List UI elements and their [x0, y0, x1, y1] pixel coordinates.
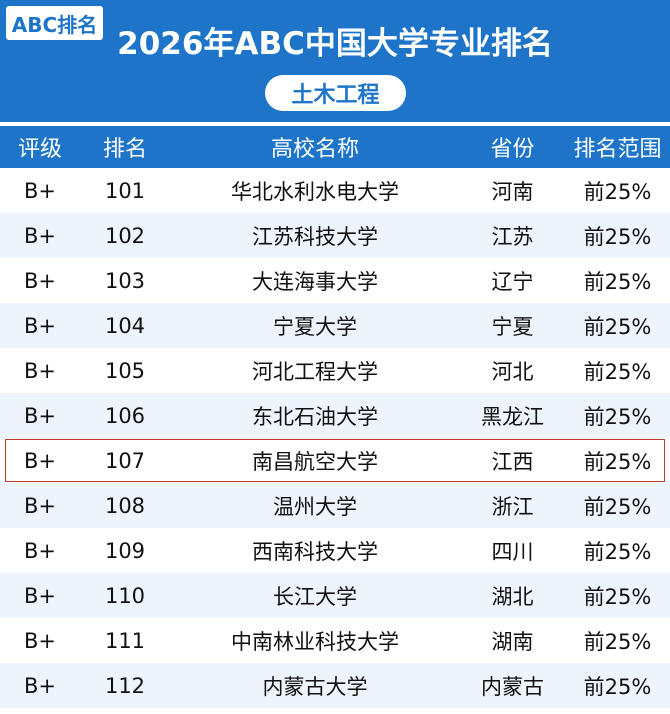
cell-school-name: 江苏科技大学 — [252, 224, 378, 249]
cell-range: 前25% — [583, 359, 652, 384]
cell-province: 辽宁 — [491, 269, 534, 294]
cell-range: 前25% — [583, 494, 652, 519]
cell-province: 河北 — [491, 359, 534, 384]
table-row: B+ 112 内蒙古大学 内蒙古 前25% — [0, 663, 670, 708]
cell-province: 黑龙江 — [481, 404, 544, 429]
column-header-rank: 排名 — [102, 137, 147, 162]
table-row: B+ 103 大连海事大学 辽宁 前25% — [0, 258, 670, 303]
cell-rank: 107 — [104, 448, 146, 473]
column-header-school: 高校名称 — [270, 137, 359, 162]
page-header: ABC排名 2026年ABC中国大学专业排名 土木工程 — [0, 0, 670, 122]
cell-rank: 102 — [104, 223, 146, 248]
cell-rank: 111 — [104, 628, 146, 653]
cell-range: 前25% — [583, 404, 652, 429]
cell-range: 前25% — [583, 224, 652, 249]
table-row: B+ 101 华北水利水电大学 河南 前25% — [0, 168, 670, 213]
cell-grade: B+ — [23, 358, 56, 383]
cell-province: 宁夏 — [491, 314, 534, 339]
cell-school-name: 华北水利水电大学 — [231, 179, 399, 204]
cell-rank: 101 — [104, 178, 146, 203]
cell-province: 四川 — [491, 539, 534, 564]
cell-range: 前25% — [583, 674, 652, 699]
cell-province: 湖南 — [491, 629, 534, 654]
cell-school-name: 温州大学 — [273, 494, 357, 519]
cell-school-name: 中南林业科技大学 — [231, 629, 399, 654]
table-header: 评级 排名 高校名称 省份 排名范围 — [0, 126, 670, 168]
cell-province: 河南 — [491, 179, 534, 204]
table-row: B+ 105 河北工程大学 河北 前25% — [0, 348, 670, 393]
cell-grade: B+ — [23, 673, 56, 698]
cell-school-name: 西南科技大学 — [252, 539, 378, 564]
table-row: B+ 108 温州大学 浙江 前25% — [0, 483, 670, 528]
cell-rank: 104 — [104, 313, 146, 338]
cell-grade: B+ — [23, 313, 56, 338]
subject-pill: 土木工程 — [265, 75, 406, 111]
cell-school-name: 大连海事大学 — [252, 269, 378, 294]
cell-range: 前25% — [583, 584, 652, 609]
cell-grade: B+ — [23, 538, 56, 563]
cell-province: 内蒙古 — [481, 674, 544, 699]
table-row: B+ 110 长江大学 湖北 前25% — [0, 573, 670, 618]
cell-province: 湖北 — [491, 584, 534, 609]
cell-school-name: 河北工程大学 — [252, 359, 378, 384]
cell-school-name: 内蒙古大学 — [262, 674, 368, 699]
cell-rank: 112 — [104, 673, 146, 698]
page-title: 2026年ABC中国大学专业排名 — [117, 26, 553, 62]
cell-range: 前25% — [583, 539, 652, 564]
column-header-province: 省份 — [490, 137, 535, 162]
cell-range: 前25% — [583, 629, 652, 654]
table-row: B+ 106 东北石油大学 黑龙江 前25% — [0, 393, 670, 438]
cell-school-name: 宁夏大学 — [273, 314, 357, 339]
table-row: B+ 104 宁夏大学 宁夏 前25% — [0, 303, 670, 348]
cell-province: 浙江 — [491, 494, 534, 519]
cell-rank: 109 — [104, 538, 146, 563]
ranking-table-body: B+ 101 华北水利水电大学 河南 前25% B+ 102 江苏科技大学 江苏 前25% B+ 10… — [0, 168, 670, 708]
table-row: B+ 102 江苏科技大学 江苏 前25% — [0, 213, 670, 258]
cell-province: 江西 — [491, 449, 534, 474]
table-row: B+ 111 中南林业科技大学 湖南 前25% — [0, 618, 670, 663]
cell-grade: B+ — [23, 628, 56, 653]
cell-grade: B+ — [23, 403, 56, 428]
cell-school-name: 长江大学 — [273, 584, 357, 609]
cell-range: 前25% — [583, 449, 652, 474]
cell-range: 前25% — [583, 269, 652, 294]
column-header-grade: 评级 — [17, 137, 62, 162]
cell-school-name: 东北石油大学 — [252, 404, 378, 429]
brand-badge: ABC排名 — [6, 6, 103, 40]
cell-grade: B+ — [23, 448, 56, 473]
cell-rank: 110 — [104, 583, 146, 608]
cell-rank: 108 — [104, 493, 146, 518]
cell-rank: 106 — [104, 403, 146, 428]
column-header-range: 排名范围 — [573, 137, 662, 162]
cell-grade: B+ — [23, 268, 56, 293]
cell-school-name: 南昌航空大学 — [252, 449, 378, 474]
cell-range: 前25% — [583, 179, 652, 204]
cell-rank: 103 — [104, 268, 146, 293]
table-row-highlighted: B+ 107 南昌航空大学 江西 前25% — [4, 438, 666, 483]
cell-range: 前25% — [583, 314, 652, 339]
cell-province: 江苏 — [491, 224, 534, 249]
table-row: B+ 109 西南科技大学 四川 前25% — [0, 528, 670, 573]
cell-grade: B+ — [23, 223, 56, 248]
cell-rank: 105 — [104, 358, 146, 383]
cell-grade: B+ — [23, 583, 56, 608]
cell-grade: B+ — [23, 178, 56, 203]
cell-grade: B+ — [23, 493, 56, 518]
